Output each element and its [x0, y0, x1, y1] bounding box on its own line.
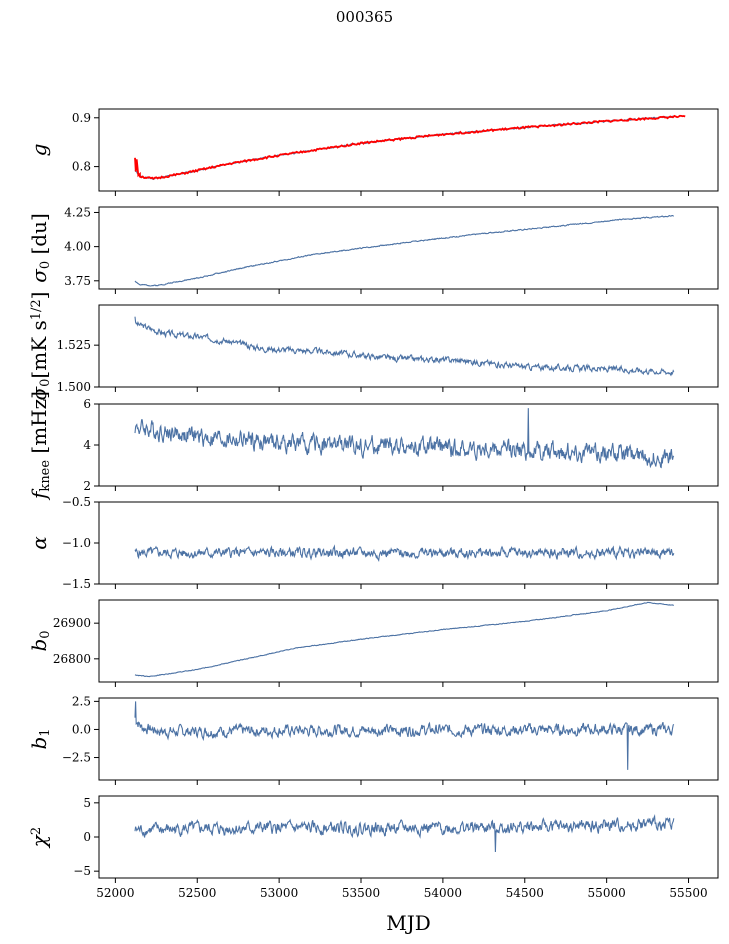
y-tick-label: −1.0 — [62, 536, 91, 550]
axes-frame — [98, 697, 719, 781]
panel-g: 0.8 0.9 g — [27, 108, 719, 196]
fit-line-g — [134, 114, 686, 180]
axes-frame — [98, 108, 719, 192]
panel-chi2: −5 0 5 52000 52500 53000 53500 54000 54500 55000 5… — [27, 795, 719, 900]
x-tick-label: 53000 — [260, 886, 298, 900]
y-tick-label: 26800 — [53, 652, 91, 666]
x-tick-label: 52500 — [178, 886, 216, 900]
series-line-sigma0_mk — [134, 316, 675, 377]
y-tick-label: 2 — [83, 479, 91, 493]
axes-frame — [98, 304, 719, 388]
y-tick-label: 4.00 — [64, 240, 91, 254]
series-line-alpha — [134, 544, 675, 563]
x-tick-label: 54500 — [506, 886, 544, 900]
x-tick-label: 52000 — [96, 886, 134, 900]
x-axis-label: MJD — [386, 911, 431, 935]
axes-frame — [98, 501, 719, 585]
y-axis-label-g: g — [27, 144, 51, 157]
y-axis-label-sigma0_du: σ0 [du] — [27, 213, 53, 283]
y-tick-label: −0.5 — [62, 495, 91, 509]
x-tick-label: 54000 — [424, 886, 462, 900]
y-tick-label: −2.5 — [62, 751, 91, 765]
y-tick-label: 4.25 — [64, 205, 91, 219]
y-tick-label: 6 — [83, 397, 91, 411]
y-axis-label-sigma0_mk: σ0[mK s1/2] — [27, 291, 53, 400]
panel-alpha: −1.5 −1.0 −0.5 α — [27, 495, 719, 591]
x-tick-label: 53500 — [342, 886, 380, 900]
y-tick-label: 0 — [83, 830, 91, 844]
panel-fknee: 2 4 6 fknee [mHz] — [27, 391, 719, 501]
y-tick-label: 0.0 — [72, 722, 91, 736]
y-tick-label: 0.8 — [72, 160, 91, 174]
y-axis-label-chi2: χ2 — [27, 827, 51, 849]
x-tick-label: 55000 — [588, 886, 626, 900]
y-tick-label: −5 — [73, 864, 91, 878]
series-line-chi2 — [134, 814, 675, 853]
figure-title: 000365 — [335, 8, 394, 26]
series-line-b0 — [134, 601, 674, 678]
y-axis-label-b0: b0 — [27, 630, 53, 651]
y-tick-label: 1.525 — [57, 338, 91, 352]
axes-frame — [98, 599, 719, 683]
series-line-fknee — [134, 408, 675, 469]
y-axis-label-b1: b1 — [27, 728, 53, 749]
y-tick-label: 4 — [83, 438, 91, 452]
y-tick-label: −1.5 — [62, 577, 91, 591]
axes-frame — [98, 206, 719, 290]
y-tick-label: 3.75 — [64, 274, 91, 288]
y-axis-label-alpha: α — [27, 536, 51, 550]
y-axis-label-fknee: fknee [mHz] — [27, 391, 53, 501]
y-tick-label: 26900 — [53, 616, 91, 630]
series-line-sigma0_du — [134, 214, 674, 287]
series-line-g — [134, 115, 675, 181]
x-tick-label: 55500 — [669, 886, 707, 900]
axes-frame — [98, 795, 719, 879]
panel-sigma0_mk: 1.500 1.525 σ0[mK s1/2] — [27, 291, 719, 401]
y-tick-label: 0.9 — [72, 111, 91, 125]
y-tick-label: 2.5 — [72, 694, 91, 708]
panel-sigma0_du: 3.75 4.00 4.25 σ0 [du] — [27, 205, 719, 294]
y-tick-label: 1.500 — [57, 380, 91, 394]
series-line-b1 — [134, 701, 675, 770]
y-tick-label: 5 — [83, 796, 91, 810]
panel-b1: −2.5 0.0 2.5 b1 — [27, 694, 719, 785]
